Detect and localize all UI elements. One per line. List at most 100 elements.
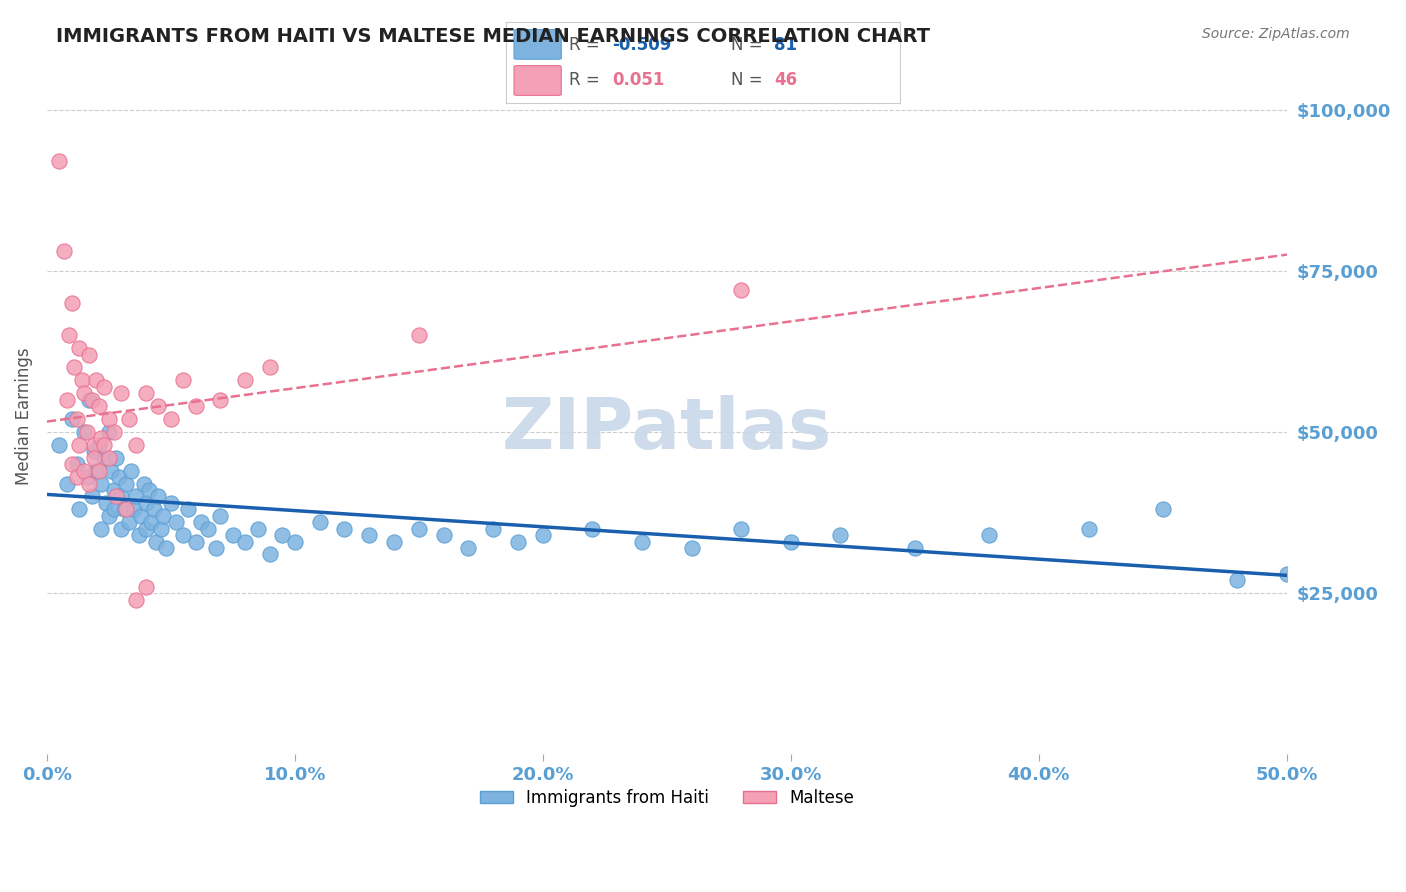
- Point: [110, 386, 132, 401]
- Point: [97, 412, 120, 426]
- Point: [66, 412, 89, 426]
- Point: [284, 534, 307, 549]
- Point: [110, 522, 132, 536]
- Point: [138, 483, 160, 497]
- Point: [103, 502, 125, 516]
- Point: [152, 508, 174, 523]
- Point: [70, 373, 93, 387]
- Point: [55, 392, 77, 407]
- Point: [135, 386, 157, 401]
- Point: [904, 541, 927, 555]
- Point: [77, 476, 100, 491]
- Point: [190, 515, 212, 529]
- Point: [122, 502, 145, 516]
- Point: [233, 534, 256, 549]
- Point: [184, 534, 207, 549]
- Point: [105, 450, 128, 465]
- Point: [382, 534, 405, 549]
- Point: [433, 528, 456, 542]
- Point: [60, 296, 83, 310]
- Text: IMMIGRANTS FROM HAITI VS MALTESE MEDIAN EARNINGS CORRELATION CHART: IMMIGRANTS FROM HAITI VS MALTESE MEDIAN …: [56, 27, 931, 45]
- Point: [135, 580, 157, 594]
- Point: [77, 392, 100, 407]
- Point: [506, 534, 529, 549]
- Point: [86, 464, 108, 478]
- FancyBboxPatch shape: [515, 29, 561, 59]
- Point: [103, 425, 125, 439]
- Y-axis label: Median Earnings: Median Earnings: [15, 347, 32, 484]
- Point: [115, 502, 138, 516]
- Point: [86, 373, 108, 387]
- Point: [259, 360, 281, 375]
- Point: [209, 508, 232, 523]
- Point: [87, 438, 110, 452]
- Point: [135, 496, 157, 510]
- Point: [118, 412, 141, 426]
- Point: [96, 496, 118, 510]
- Point: [135, 522, 157, 536]
- Point: [93, 450, 115, 465]
- Point: [631, 534, 654, 549]
- Point: [118, 515, 141, 529]
- Point: [128, 528, 150, 542]
- Point: [246, 522, 269, 536]
- Point: [67, 341, 90, 355]
- Text: N =: N =: [731, 36, 768, 54]
- Point: [67, 438, 90, 452]
- Text: 0.051: 0.051: [613, 71, 665, 89]
- Point: [129, 508, 152, 523]
- Point: [83, 450, 105, 465]
- Point: [730, 522, 752, 536]
- Text: R =: R =: [569, 36, 605, 54]
- Point: [108, 470, 131, 484]
- Point: [76, 470, 98, 484]
- Point: [83, 438, 105, 452]
- Point: [93, 438, 115, 452]
- Point: [132, 476, 155, 491]
- Point: [408, 522, 430, 536]
- Point: [48, 154, 70, 169]
- Point: [1275, 566, 1298, 581]
- Point: [204, 541, 226, 555]
- FancyBboxPatch shape: [515, 66, 561, 95]
- Point: [149, 522, 172, 536]
- Point: [58, 328, 80, 343]
- Point: [172, 373, 194, 387]
- Point: [48, 438, 70, 452]
- Point: [80, 392, 103, 407]
- Point: [155, 541, 177, 555]
- Point: [97, 508, 120, 523]
- Point: [53, 244, 76, 259]
- Text: 81: 81: [773, 36, 797, 54]
- Point: [73, 386, 96, 401]
- Point: [979, 528, 1001, 542]
- Point: [271, 528, 294, 542]
- Point: [457, 541, 479, 555]
- Point: [145, 534, 167, 549]
- Point: [110, 489, 132, 503]
- Point: [184, 399, 207, 413]
- Point: [482, 522, 505, 536]
- Point: [87, 464, 110, 478]
- Point: [55, 476, 77, 491]
- Text: -0.509: -0.509: [613, 36, 672, 54]
- Point: [60, 412, 83, 426]
- Point: [1077, 522, 1099, 536]
- Point: [100, 464, 122, 478]
- Point: [148, 489, 170, 503]
- Point: [80, 489, 103, 503]
- Point: [105, 489, 128, 503]
- Point: [97, 450, 120, 465]
- Point: [233, 373, 256, 387]
- Point: [76, 425, 98, 439]
- Point: [63, 360, 86, 375]
- Point: [139, 515, 162, 529]
- Point: [73, 464, 96, 478]
- Point: [120, 464, 142, 478]
- Point: [408, 328, 430, 343]
- Point: [177, 502, 200, 516]
- Point: [83, 444, 105, 458]
- Point: [142, 502, 165, 516]
- Point: [581, 522, 603, 536]
- Point: [90, 431, 112, 445]
